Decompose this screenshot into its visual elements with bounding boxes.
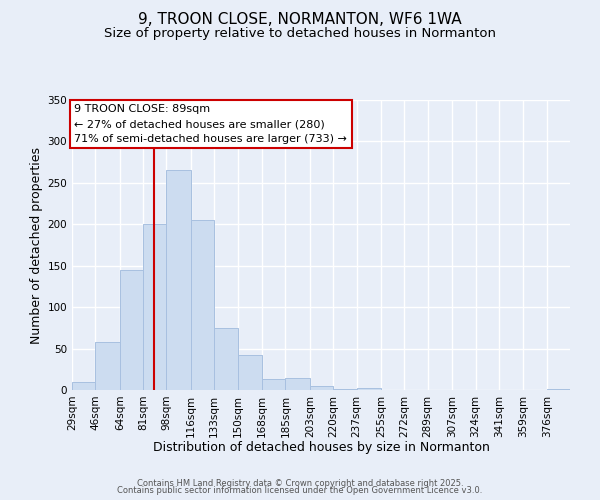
- Bar: [72, 382, 95, 390]
- Bar: [356, 388, 381, 390]
- Y-axis label: Number of detached properties: Number of detached properties: [30, 146, 43, 344]
- Bar: [286, 378, 310, 390]
- Bar: [262, 379, 286, 390]
- Text: 9, TROON CLOSE, NORMANTON, WF6 1WA: 9, TROON CLOSE, NORMANTON, WF6 1WA: [138, 12, 462, 28]
- Bar: [310, 386, 334, 390]
- Text: 9 TROON CLOSE: 89sqm
← 27% of detached houses are smaller (280)
71% of semi-deta: 9 TROON CLOSE: 89sqm ← 27% of detached h…: [74, 104, 347, 144]
- Text: Contains public sector information licensed under the Open Government Licence v3: Contains public sector information licen…: [118, 486, 482, 495]
- Bar: [191, 220, 214, 390]
- Bar: [95, 342, 120, 390]
- Bar: [214, 328, 238, 390]
- Bar: [238, 355, 262, 390]
- Bar: [143, 224, 166, 390]
- Bar: [547, 389, 570, 390]
- Bar: [120, 270, 143, 390]
- Text: Contains HM Land Registry data © Crown copyright and database right 2025.: Contains HM Land Registry data © Crown c…: [137, 478, 463, 488]
- Bar: [334, 389, 356, 390]
- X-axis label: Distribution of detached houses by size in Normanton: Distribution of detached houses by size …: [152, 441, 490, 454]
- Text: Size of property relative to detached houses in Normanton: Size of property relative to detached ho…: [104, 28, 496, 40]
- Bar: [166, 170, 191, 390]
